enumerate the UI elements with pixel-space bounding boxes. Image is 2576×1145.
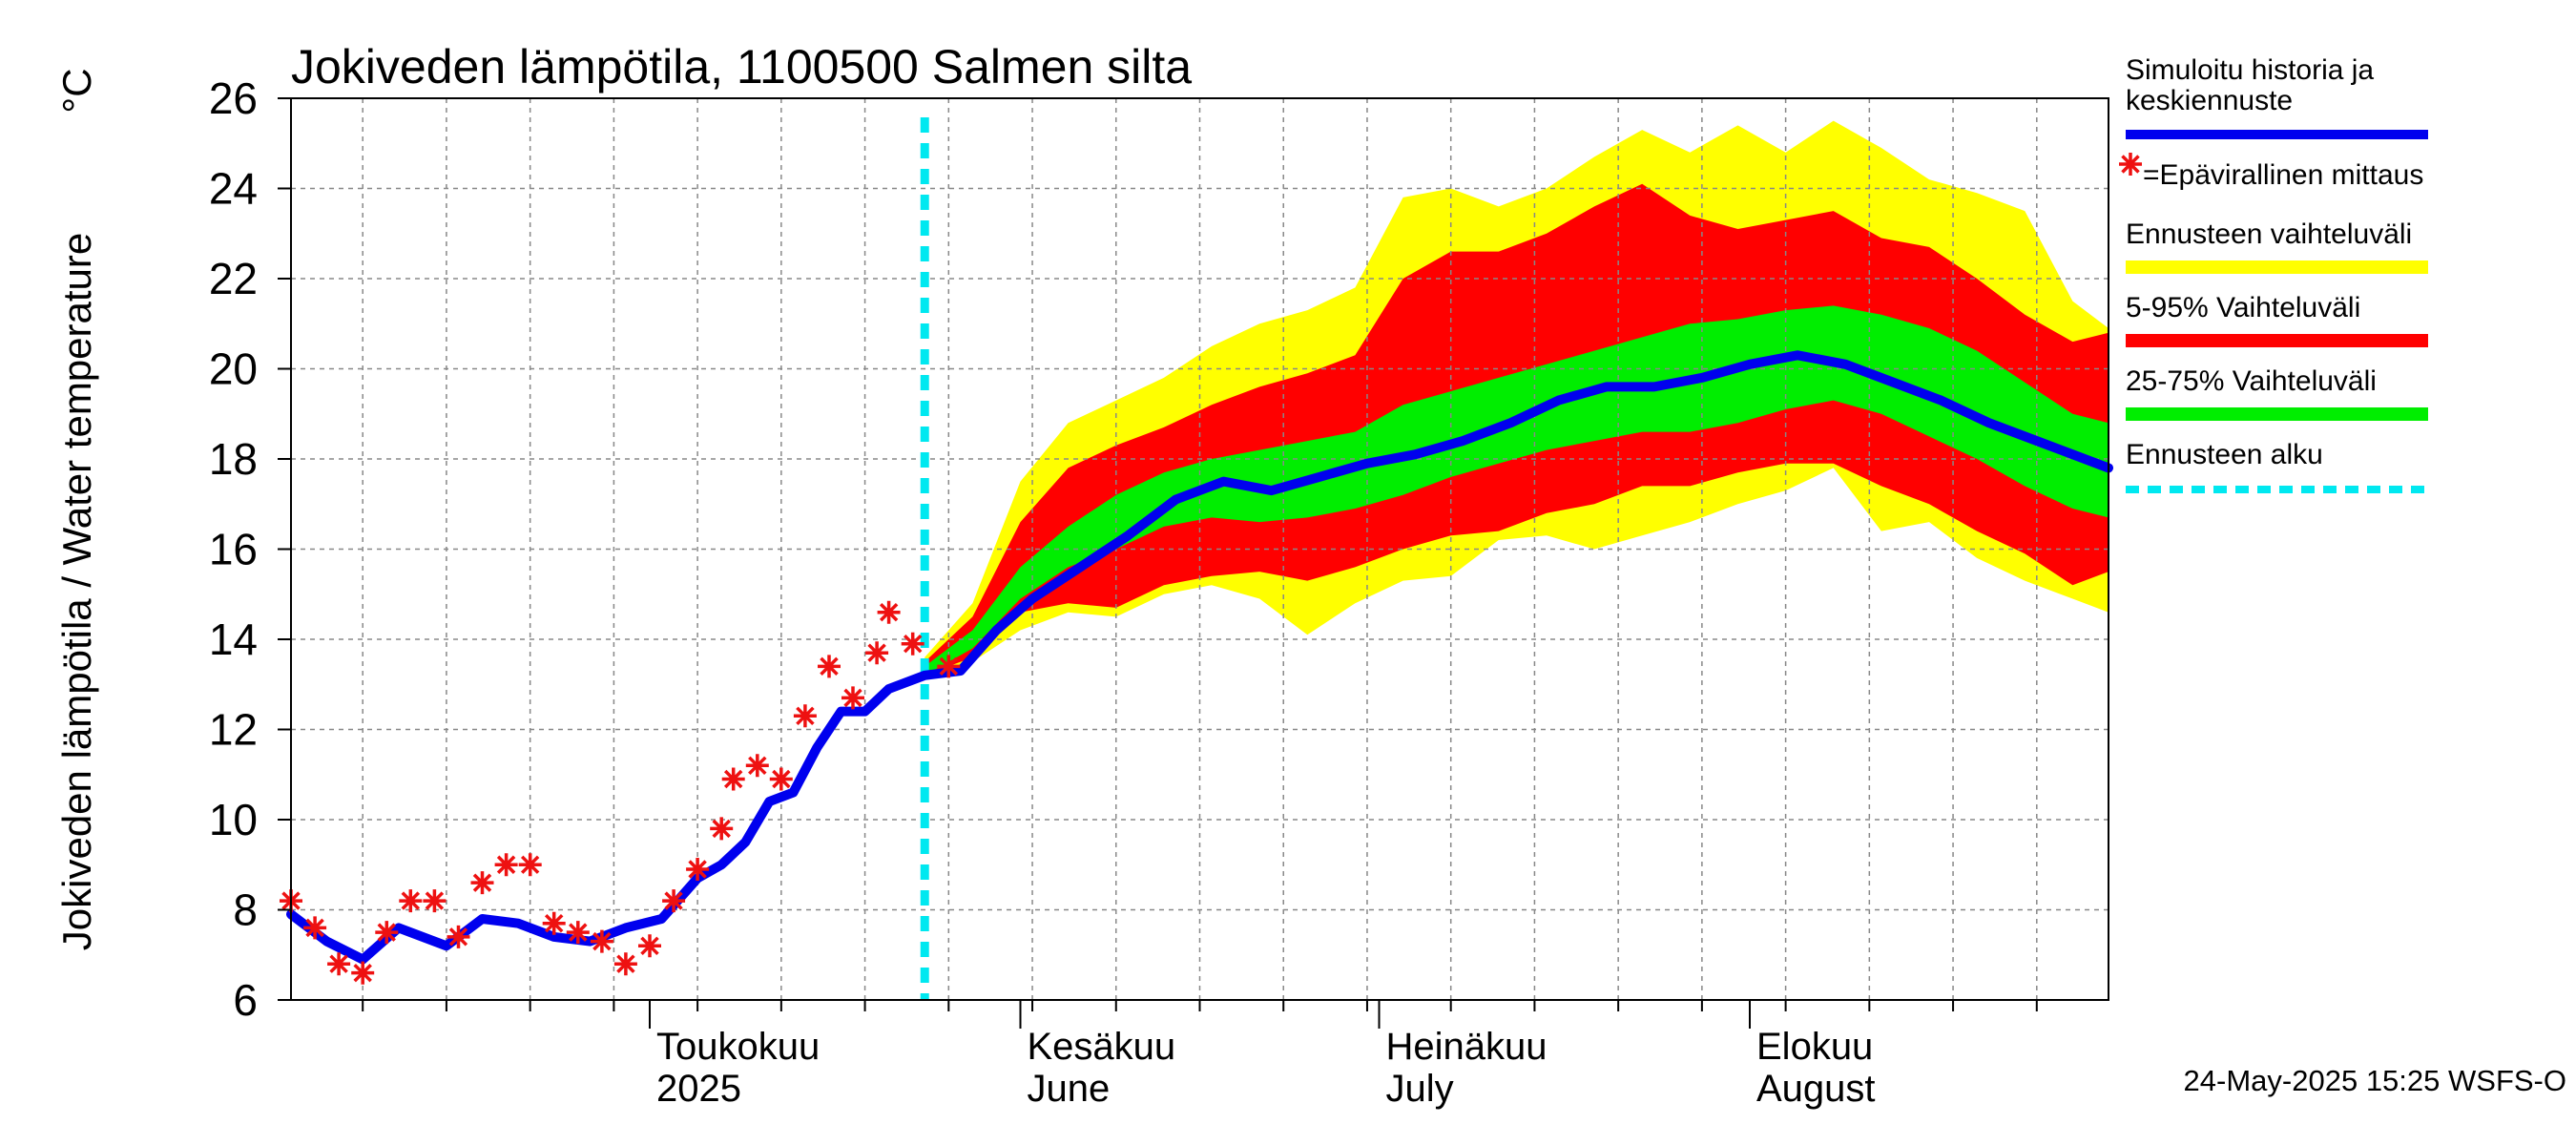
- observation-point: [542, 911, 566, 935]
- observation-point: [303, 916, 327, 940]
- chart-title: Jokiveden lämpötila, 1100500 Salmen silt…: [291, 40, 1192, 94]
- observation-point: [566, 921, 590, 945]
- observation-point: [423, 889, 447, 913]
- y-axis-unit: °C: [54, 68, 99, 113]
- grid-lines: [291, 98, 2109, 1000]
- y-tick-label: 16: [209, 525, 258, 574]
- observation-point: [865, 641, 889, 665]
- x-month-label-fi: Kesäkuu: [1028, 1026, 1176, 1068]
- observation-point: [877, 600, 901, 624]
- observation-point: [901, 632, 924, 656]
- y-tick-label: 8: [233, 885, 258, 935]
- y-tick-label: 18: [209, 434, 258, 484]
- observation-point: [590, 929, 613, 953]
- y-tick-label: 20: [209, 344, 258, 394]
- y-tick-label: 24: [209, 164, 258, 214]
- forecast-bands: [924, 120, 2109, 676]
- x-month-label-en: July: [1385, 1068, 1453, 1110]
- x-month-label-en: 2025: [656, 1068, 741, 1110]
- observation-point: [470, 871, 494, 895]
- legend-label: Ennusteen alku: [2126, 439, 2323, 470]
- observation-point: [662, 889, 686, 913]
- y-tick-label: 26: [209, 73, 258, 123]
- observation-point: [769, 767, 793, 791]
- observation-point: [686, 858, 710, 881]
- observation-point: [937, 655, 961, 678]
- plot-frame: [278, 97, 2109, 1029]
- legend-label: Ennusteen vaihteluväli: [2126, 219, 2412, 250]
- y-tick-labels: 6 8 10 12 14 16 18 20 22 24 26: [209, 73, 258, 1025]
- legend-swatch-observation: [2119, 153, 2142, 176]
- x-month-label-fi: Elokuu: [1756, 1026, 1873, 1068]
- observation-series: [280, 600, 961, 985]
- observation-point: [399, 889, 423, 913]
- observation-point: [613, 952, 637, 976]
- observation-point: [793, 704, 817, 728]
- observation-point: [494, 853, 518, 877]
- y-tick-label: 10: [209, 795, 258, 844]
- legend-label: =Epävirallinen mittaus: [2143, 159, 2423, 191]
- legend-swatch-band: [2126, 407, 2428, 421]
- legend-label: 5-95% Vaihteluväli: [2126, 292, 2360, 323]
- observation-point: [721, 767, 745, 791]
- legend-label: keskiennuste: [2126, 85, 2293, 116]
- legend-swatch-band: [2126, 260, 2428, 274]
- observation-point: [447, 925, 470, 948]
- observation-point: [638, 934, 661, 958]
- x-month-label-fi: Toukokuu: [656, 1026, 820, 1068]
- band-25-75: [924, 305, 2109, 676]
- y-tick-label: 12: [209, 705, 258, 755]
- legend-label: 25-75% Vaihteluväli: [2126, 365, 2377, 397]
- legend-label: Simuloitu historia ja: [2126, 54, 2374, 86]
- observation-point: [745, 754, 769, 778]
- observation-point: [518, 853, 542, 877]
- legend-swatch-band: [2126, 334, 2428, 347]
- y-axis-label: Jokiveden lämpötila / Water temperature: [54, 233, 99, 950]
- observation-point: [710, 817, 734, 841]
- y-tick-label: 14: [209, 614, 258, 664]
- observation-point: [818, 655, 841, 678]
- observation-point: [327, 952, 351, 976]
- observation-point: [841, 686, 864, 710]
- observation-point: [351, 961, 375, 985]
- x-month-label-en: August: [1756, 1068, 1876, 1110]
- observation-point: [375, 921, 399, 945]
- y-tick-label: 6: [233, 975, 258, 1025]
- y-tick-label: 22: [209, 254, 258, 303]
- x-month-label-en: June: [1028, 1068, 1111, 1110]
- x-month-label-fi: Heinäkuu: [1385, 1026, 1547, 1068]
- footer-timestamp: 24-May-2025 15:25 WSFS-O: [2184, 1064, 2566, 1097]
